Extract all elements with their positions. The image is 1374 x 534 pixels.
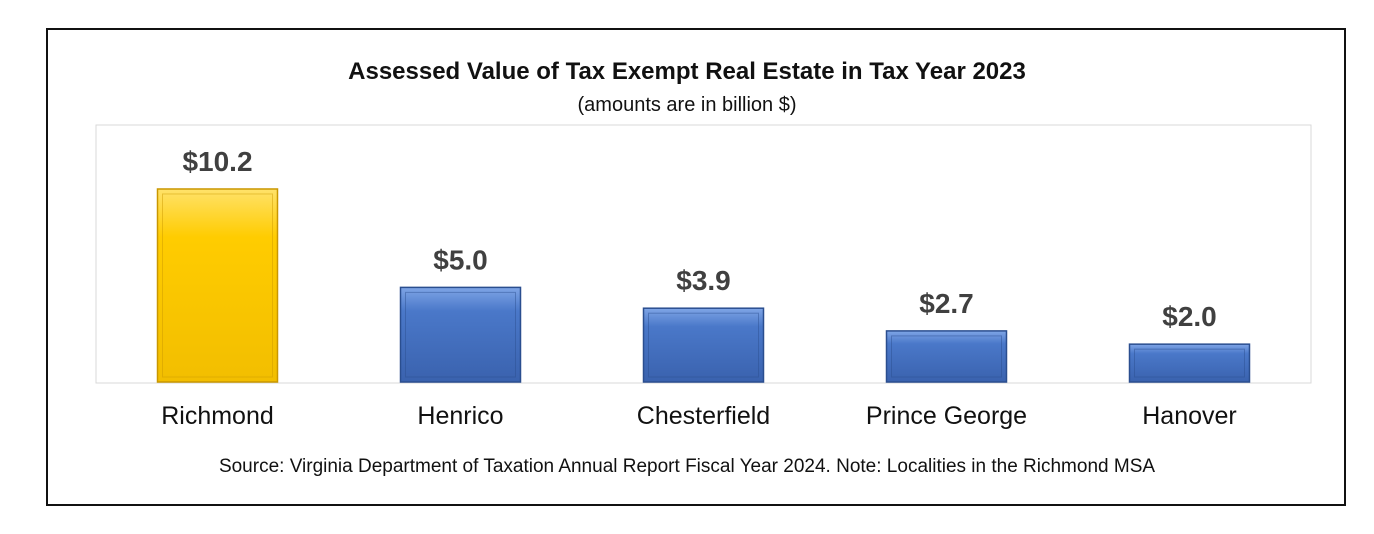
category-label: Richmond (161, 402, 274, 430)
bar-bevel (1134, 348, 1245, 378)
value-label: $2.0 (1162, 301, 1217, 332)
value-label: $2.7 (919, 288, 974, 319)
category-label: Prince George (866, 402, 1027, 430)
bar-richmond (156, 188, 279, 383)
bar-bevel (162, 193, 273, 378)
bar-hanover (1128, 343, 1251, 383)
category-label-group: Richmond Henrico Chesterfield Prince George… (161, 402, 1237, 430)
chart-title: Assessed Value of Tax Exempt Real Estate… (348, 58, 1026, 85)
bar-henrico (399, 286, 522, 383)
bar-prince-george (885, 330, 1008, 383)
source-note: Source: Virginia Department of Taxation … (218, 456, 1156, 477)
chart-subtitle: (amounts are in billion $) (577, 94, 797, 116)
bar-bevel (648, 312, 759, 378)
value-label: $3.9 (676, 265, 731, 296)
bar-chesterfield (642, 307, 765, 383)
category-label: Henrico (417, 402, 503, 430)
category-label: Chesterfield (637, 402, 770, 430)
bar-bevel (405, 291, 516, 378)
value-label: $5.0 (433, 244, 488, 275)
value-label: $10.2 (182, 146, 252, 177)
bar-group (156, 188, 1251, 383)
category-label: Hanover (1142, 402, 1237, 430)
bar-bevel (891, 335, 1002, 378)
value-label-group: $10.2 $5.0 $3.9 $2.7 $2.0 (182, 146, 1216, 332)
